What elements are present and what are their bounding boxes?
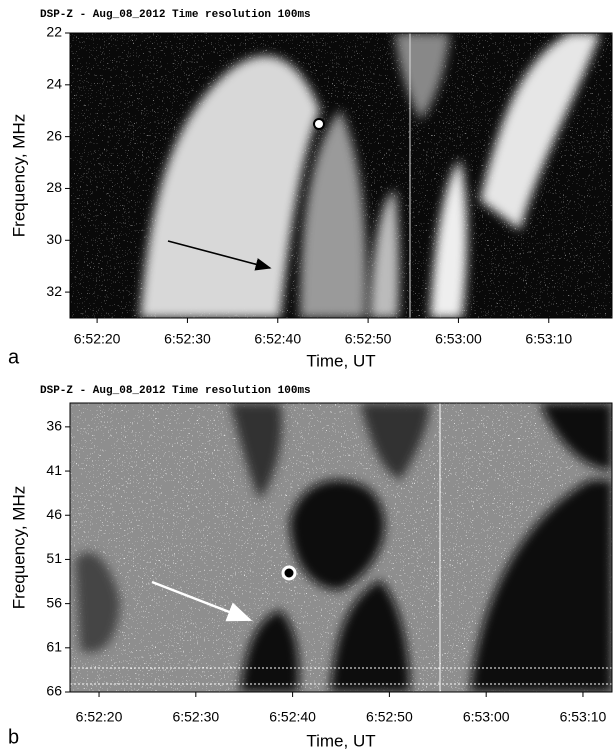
x-axis-label: Time, UT [306, 351, 375, 370]
y-tick-label: 32 [46, 283, 62, 299]
y-tick-label: 24 [46, 76, 62, 92]
plot-frame [69, 32, 613, 319]
x-tick-label: 6:53:10 [525, 331, 572, 347]
x-tick-label: 6:52:20 [76, 709, 123, 725]
y-tick-label: 30 [46, 231, 62, 247]
y-tick-label: 51 [46, 550, 62, 566]
plot-frame [69, 402, 613, 693]
x-tick-label: 6:53:00 [435, 331, 482, 347]
y-axis-label: Frequency, MHz [9, 486, 28, 609]
x-tick-label: 6:52:40 [254, 331, 301, 347]
y-tick-label: 22 [46, 24, 62, 40]
x-tick-label: 6:52:40 [269, 709, 316, 725]
y-axis-label: Frequency, MHz [9, 114, 28, 237]
x-tick-label: 6:53:10 [560, 709, 607, 725]
spectrogram-image [70, 403, 612, 692]
panel-title: DSP-Z - Aug_08_2012 Time resolution 100m… [40, 385, 311, 397]
panel-title: DSP-Z - Aug_08_2012 Time resolution 100m… [40, 9, 311, 21]
y-tick-label: 41 [46, 462, 62, 478]
y-tick-label: 26 [46, 127, 62, 143]
panel-label: a [8, 346, 20, 368]
x-tick-label: 6:52:30 [172, 709, 219, 725]
y-tick-label: 36 [46, 418, 62, 434]
y-tick-label: 56 [46, 594, 62, 610]
x-tick-label: 6:52:20 [74, 331, 121, 347]
x-tick-label: 6:52:50 [345, 331, 392, 347]
y-tick-label: 46 [46, 506, 62, 522]
panel-label: b [8, 726, 19, 748]
y-tick-label: 28 [46, 179, 62, 195]
y-tick-label: 61 [46, 639, 62, 655]
x-axis-label: Time, UT [306, 731, 375, 750]
x-tick-label: 6:53:00 [463, 709, 510, 725]
x-tick-label: 6:52:50 [366, 709, 413, 725]
y-tick-label: 66 [46, 683, 62, 699]
x-tick-label: 6:52:30 [164, 331, 211, 347]
spectrogram-image [70, 33, 612, 318]
